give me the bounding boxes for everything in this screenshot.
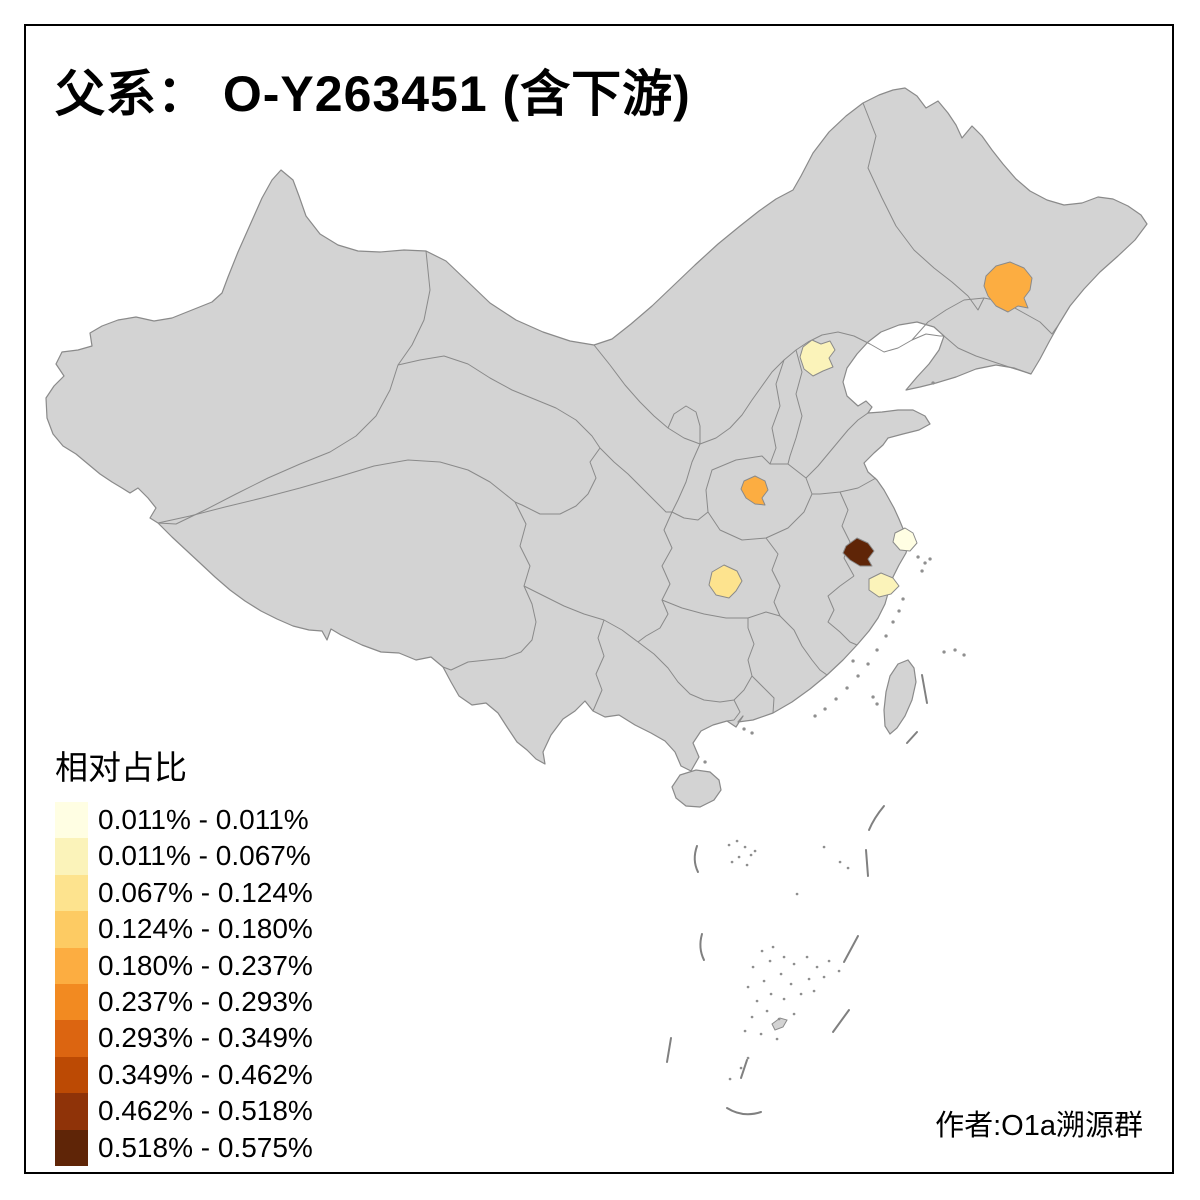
legend-row: 0.349% - 0.462% (55, 1056, 313, 1094)
legend-swatch-5 (55, 983, 88, 1021)
legend-row: 0.124% - 0.180% (55, 911, 313, 948)
region-yangtze-delta (892, 527, 918, 552)
region-north-beijing (799, 339, 836, 377)
legend-row: 0.011% - 0.067% (55, 838, 313, 875)
border-inner-mongolia-south (593, 331, 944, 445)
region-southeast-coastal (868, 572, 900, 598)
region-northeast (983, 261, 1033, 313)
attribution: 作者:O1a溯源群 (935, 1110, 1143, 1142)
legend-label: 0.462% - 0.518% (98, 1095, 313, 1127)
legend-swatch-0 (55, 802, 88, 839)
region-lower-yangtze-dark (842, 537, 875, 567)
legend-label: 0.011% - 0.067% (98, 840, 311, 872)
border-hunan-loop (637, 618, 755, 703)
legend-label: 0.067% - 0.124% (98, 876, 313, 908)
legend-label: 0.293% - 0.349% (98, 1022, 313, 1054)
south-china-sea-islands (727, 839, 850, 1081)
legend-row: 0.518% - 0.575% (55, 1129, 313, 1166)
border-sichuan-east (637, 511, 673, 643)
legend-label: 0.518% - 0.575% (98, 1131, 313, 1163)
hainan-island (671, 769, 722, 808)
spratly-islands-dots (728, 945, 841, 1081)
region-central-yangtze (708, 564, 743, 599)
legend-swatch-4 (55, 947, 88, 984)
legend-swatch-6 (55, 1020, 88, 1057)
legend-swatch-8 (55, 1093, 88, 1130)
legend-swatch-3 (55, 911, 88, 948)
region-central-plain (740, 475, 769, 506)
border-tibet-north (157, 459, 516, 524)
legend-label: 0.180% - 0.237% (98, 949, 313, 981)
border-shanxi-east (787, 349, 803, 465)
border-guangxi-guangdong (726, 699, 741, 722)
legend-row: 0.293% - 0.349% (55, 1020, 313, 1057)
colored-regions (708, 261, 1033, 599)
legend-swatch-1 (55, 838, 88, 875)
province-borders (157, 102, 1060, 722)
legend-label: 0.349% - 0.462% (98, 1058, 313, 1090)
border-qinghai-north (397, 355, 601, 449)
border-shandong-west (805, 412, 869, 479)
border-xinjiang (157, 250, 431, 525)
border-qinghai-east (514, 447, 601, 515)
legend-swatch-7 (55, 1056, 88, 1094)
plot-frame (24, 24, 1174, 1174)
border-liaoning (943, 335, 1032, 375)
nine-dash-line (666, 674, 928, 1116)
legend-rows: 0.011% - 0.011% 0.011% - 0.067% 0.067% -… (55, 802, 313, 1166)
border-tibet-east (442, 501, 537, 671)
paracel-islands-dots (727, 839, 850, 896)
legend-row: 0.067% - 0.124% (55, 874, 313, 912)
legend-row: 0.462% - 0.518% (55, 1093, 313, 1130)
border-hubei-south (661, 599, 781, 619)
legend-label: 0.237% - 0.293% (98, 985, 313, 1017)
legend-swatch-2 (55, 874, 88, 912)
legend-label: 0.124% - 0.180% (98, 913, 313, 945)
border-fujian-guangdong (751, 675, 775, 714)
border-anhui-hubei (765, 537, 781, 617)
border-yunnan-guangxi (592, 619, 605, 712)
legend-swatch-9 (55, 1129, 88, 1166)
legend-label: 0.011% - 0.011% (98, 804, 309, 835)
border-shanxi-west (769, 359, 785, 465)
border-henan-loop (705, 455, 813, 541)
legend: 相对占比 0.011% - 0.011% 0.011% - 0.067% 0.0… (55, 750, 313, 1166)
border-jiangsu-anhui (839, 491, 855, 577)
legend-title: 相对占比 (55, 749, 187, 786)
mainland-outline (45, 87, 1148, 772)
border-anhui-zhejiang (827, 575, 858, 646)
border-ningxia (667, 405, 701, 444)
border-jiangxi-fujian (779, 615, 828, 676)
coastal-island-dots (703, 381, 966, 764)
legend-row: 0.237% - 0.293% (55, 983, 313, 1021)
border-shaanxi-west (671, 443, 709, 521)
legend-row: 0.180% - 0.237% (55, 947, 313, 984)
border-heilongjiang-west (862, 102, 985, 311)
border-sichuan-north (599, 447, 672, 513)
taiwan-island (883, 659, 917, 735)
legend-row: 0.011% - 0.011% (55, 802, 313, 839)
page-title: 父系： O-Y263451 (含下游) (55, 66, 691, 122)
border-yunnan-north (523, 585, 639, 643)
